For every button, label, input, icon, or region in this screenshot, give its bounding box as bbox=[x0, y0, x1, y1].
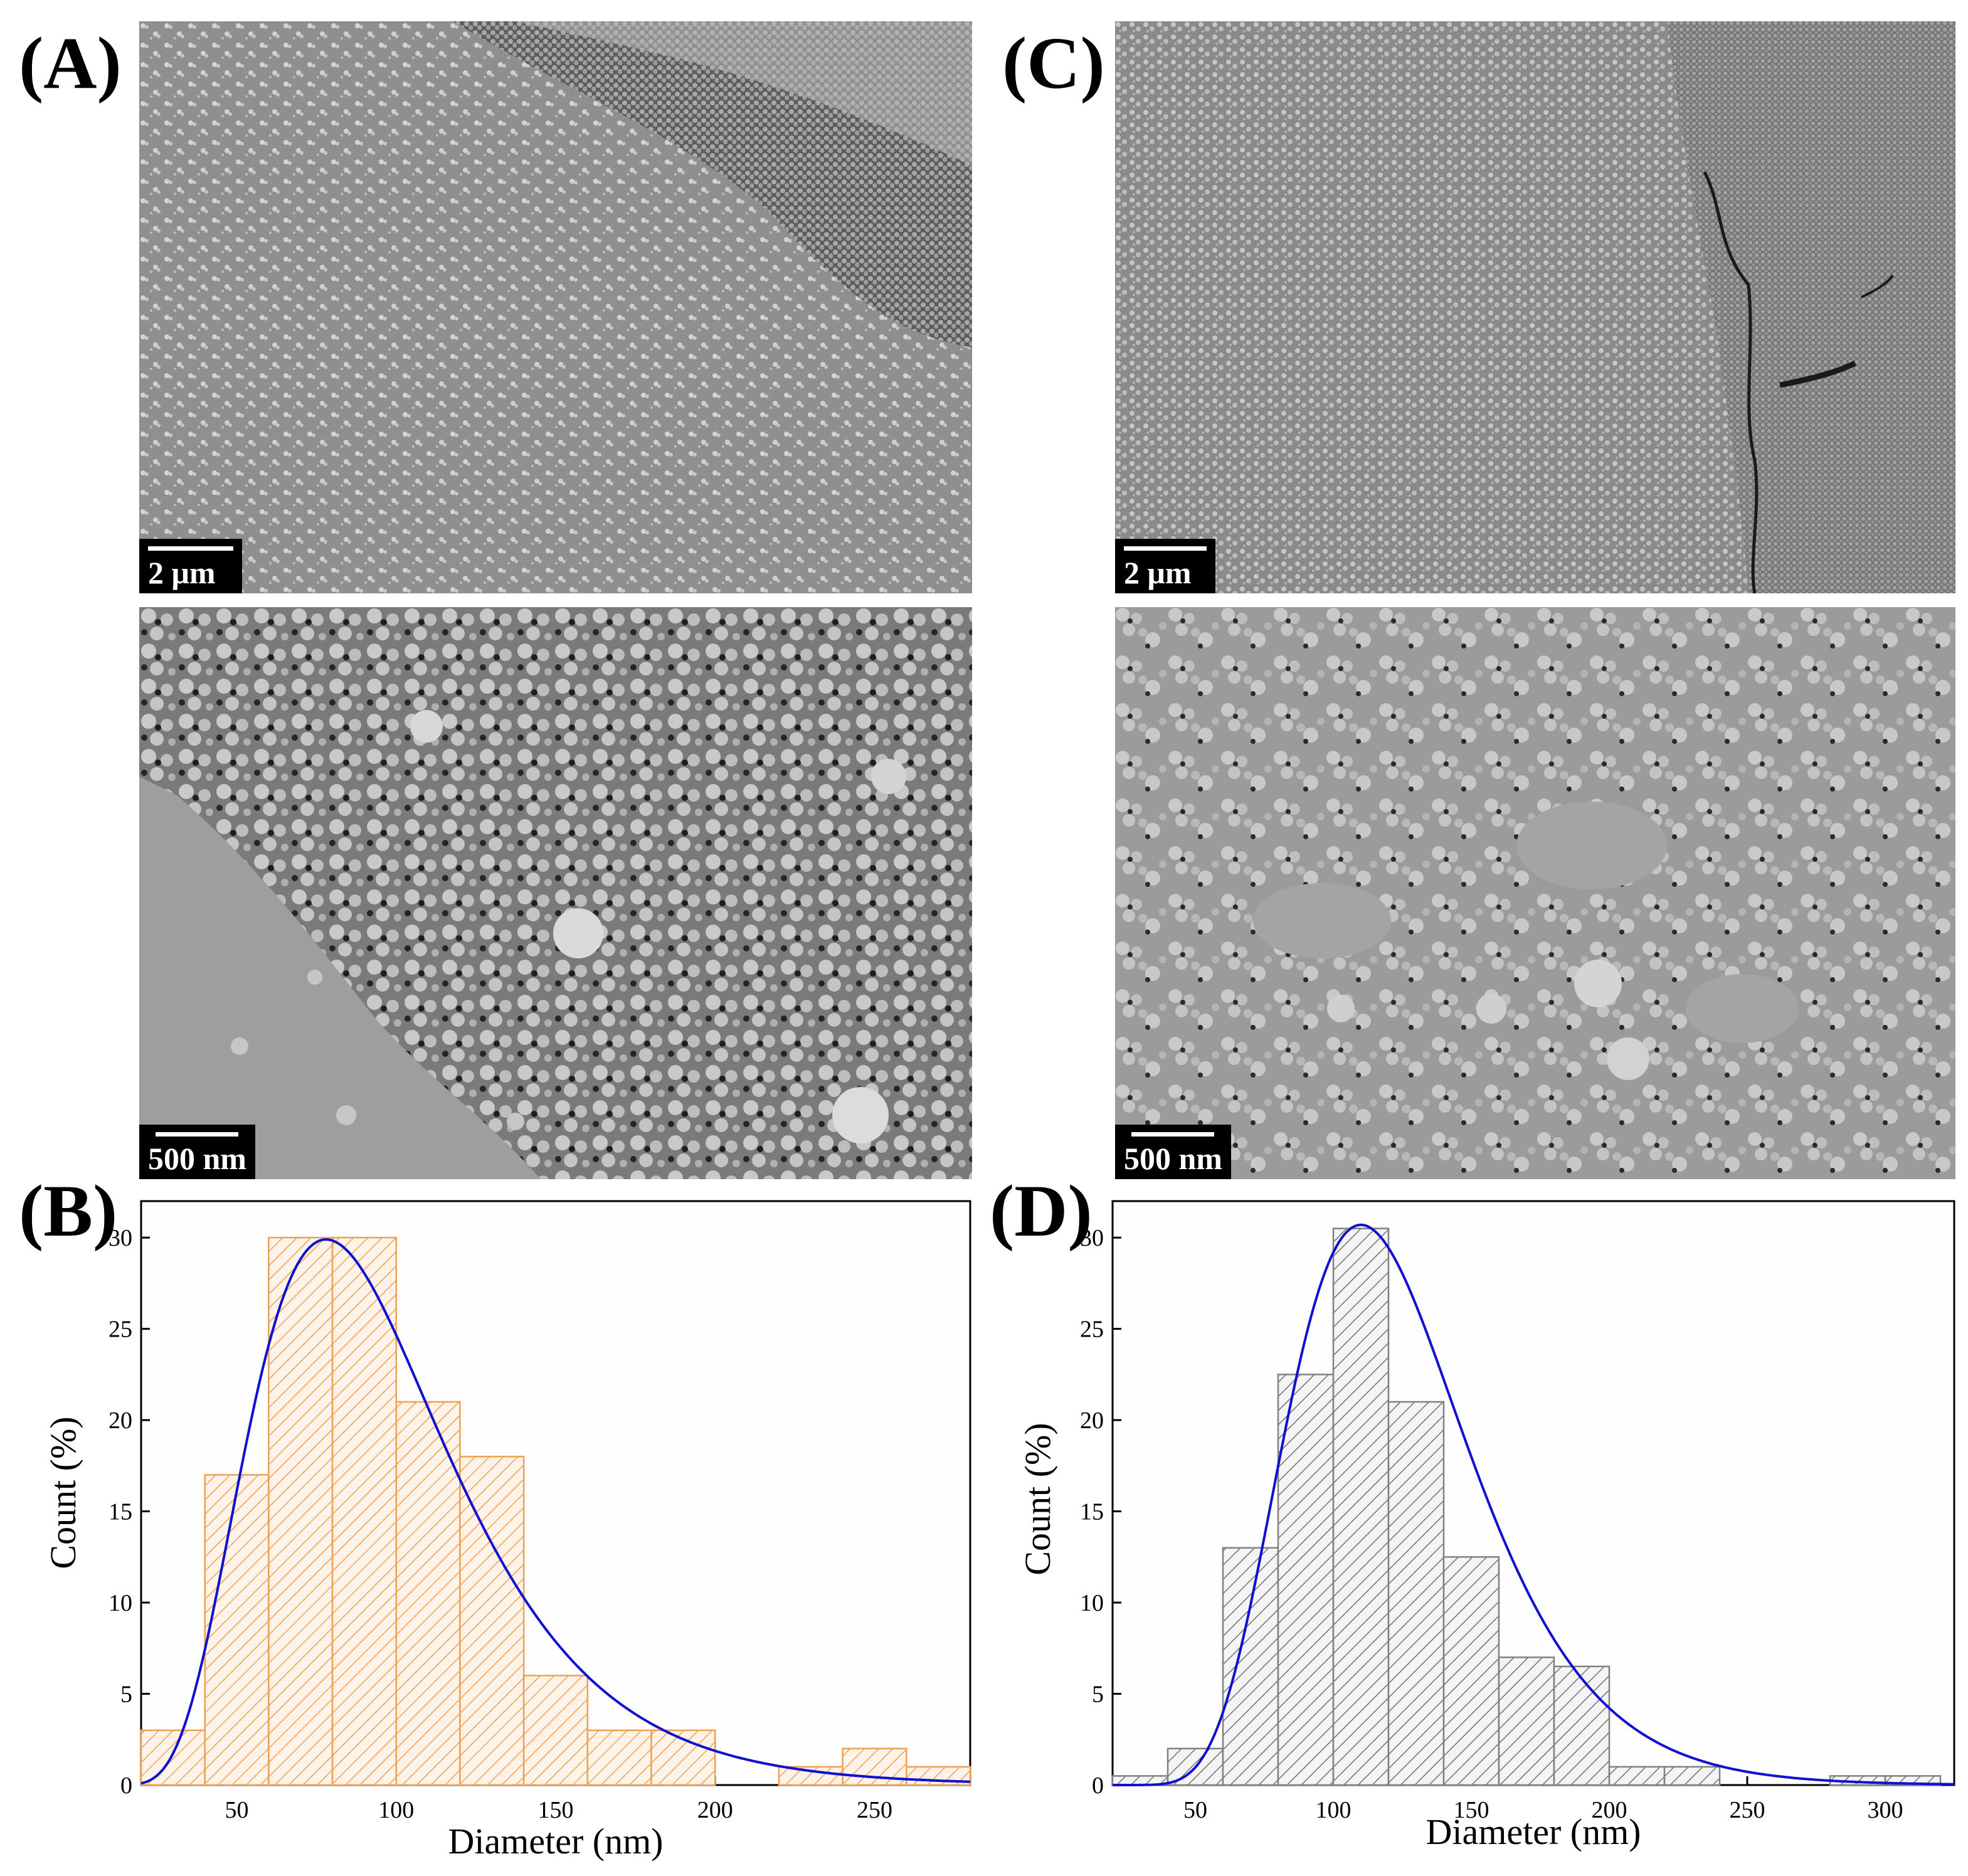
x-tick-label-d: 50 bbox=[1183, 1797, 1207, 1823]
x-tick-label-d: 300 bbox=[1868, 1797, 1903, 1823]
bar-d-5 bbox=[1387, 1401, 1445, 1786]
bar-b-6 bbox=[522, 1675, 589, 1786]
scale-bar-a-top: 2 μm bbox=[139, 539, 242, 593]
panel-label-c: (C) bbox=[1002, 22, 1105, 104]
scale-bar-c-top: 2 μm bbox=[1115, 539, 1215, 593]
y-axis-label-d: Count (%) bbox=[1017, 1423, 1058, 1575]
x-tick-label-d: 250 bbox=[1730, 1797, 1765, 1823]
bar-d-10 bbox=[1663, 1766, 1721, 1786]
sem-image-a-top: 2 μm bbox=[139, 21, 972, 593]
panel-label-b: (B) bbox=[19, 1170, 118, 1252]
y-tick-label-b: 25 bbox=[108, 1317, 132, 1343]
y-tick-label-b: 20 bbox=[108, 1407, 132, 1434]
bar-d-1 bbox=[1167, 1747, 1224, 1786]
x-tick-label-b: 200 bbox=[697, 1797, 733, 1823]
bar-b-11 bbox=[906, 1766, 971, 1786]
bar-d-9 bbox=[1608, 1766, 1666, 1786]
bar-d-7 bbox=[1498, 1656, 1555, 1786]
bar-d-4 bbox=[1332, 1227, 1390, 1786]
y-tick-label-b: 15 bbox=[108, 1499, 132, 1525]
scale-label-c-top: 2 μm bbox=[1124, 555, 1192, 590]
x-tick-label-d: 200 bbox=[1592, 1797, 1627, 1823]
y-tick-label-d: 15 bbox=[1080, 1499, 1104, 1525]
y-tick-label-b: 10 bbox=[108, 1590, 132, 1616]
fit-curve-b bbox=[140, 1238, 971, 1785]
sem-c-top-texture bbox=[1115, 21, 1955, 593]
x-tick-label-b: 100 bbox=[378, 1797, 414, 1823]
y-tick-label-b: 0 bbox=[120, 1773, 132, 1799]
y-tick-label-d: 20 bbox=[1080, 1407, 1104, 1434]
bar-d-8 bbox=[1553, 1665, 1611, 1786]
y-tick-label-b: 30 bbox=[108, 1225, 132, 1251]
y-tick-label-d: 5 bbox=[1092, 1682, 1104, 1708]
x-axis-label-b: Diameter (nm) bbox=[448, 1821, 663, 1862]
x-tick-label-d: 150 bbox=[1454, 1797, 1489, 1823]
sem-image-c-bottom: 500 nm bbox=[1115, 607, 1955, 1179]
sem-a-top-texture bbox=[139, 21, 972, 593]
histogram-b: 50 100 150 200 250 0 5 10 15 20 25 30 Diameter (nm)… bbox=[43, 1200, 971, 1862]
bar-d-3 bbox=[1277, 1374, 1335, 1786]
fit-curve-d bbox=[1113, 1223, 1955, 1786]
scale-label-a-top: 2 μm bbox=[148, 555, 216, 590]
scale-label-c-bottom: 500 nm bbox=[1124, 1141, 1222, 1176]
y-tick-label-b: 5 bbox=[120, 1682, 132, 1708]
sem-a-bottom-texture bbox=[139, 607, 972, 1179]
x-tick-label-b: 250 bbox=[857, 1797, 892, 1823]
bar-b-9 bbox=[778, 1766, 844, 1786]
scale-bar-c-bottom: 500 nm bbox=[1115, 1125, 1231, 1179]
y-tick-label-d: 25 bbox=[1080, 1317, 1104, 1343]
panel-label-d: (D) bbox=[990, 1170, 1092, 1252]
histogram-d: 50 100 150 200 250 300 0 5 10 15 20 25 30 Diameter (… bbox=[1017, 1200, 1955, 1852]
x-tick-label-d: 100 bbox=[1316, 1797, 1352, 1823]
sem-c-bottom-texture bbox=[1115, 607, 1955, 1179]
bar-d-6 bbox=[1442, 1556, 1500, 1786]
sem-image-c-top: 2 μm bbox=[1115, 21, 1955, 593]
y-tick-label-d: 30 bbox=[1080, 1225, 1104, 1251]
sem-image-a-bottom: 500 nm bbox=[139, 607, 972, 1179]
x-tick-label-b: 50 bbox=[225, 1797, 249, 1823]
scale-label-a-bottom: 500 nm bbox=[148, 1141, 246, 1176]
bar-b-0 bbox=[140, 1729, 206, 1786]
panel-label-a: (A) bbox=[19, 22, 122, 104]
y-axis-label-b: Count (%) bbox=[43, 1416, 83, 1569]
y-tick-label-d: 10 bbox=[1080, 1590, 1104, 1616]
bar-b-2 bbox=[268, 1236, 334, 1786]
bar-b-5 bbox=[459, 1456, 525, 1786]
bar-b-1 bbox=[204, 1474, 270, 1786]
bar-d-2 bbox=[1222, 1547, 1279, 1786]
bar-b-7 bbox=[586, 1729, 652, 1786]
scale-bar-a-bottom: 500 nm bbox=[139, 1125, 255, 1179]
x-axis-label-d: Diameter (nm) bbox=[1426, 1811, 1641, 1852]
y-tick-label-d: 0 bbox=[1092, 1773, 1104, 1799]
bar-b-3 bbox=[331, 1236, 398, 1786]
x-tick-label-b: 150 bbox=[538, 1797, 574, 1823]
